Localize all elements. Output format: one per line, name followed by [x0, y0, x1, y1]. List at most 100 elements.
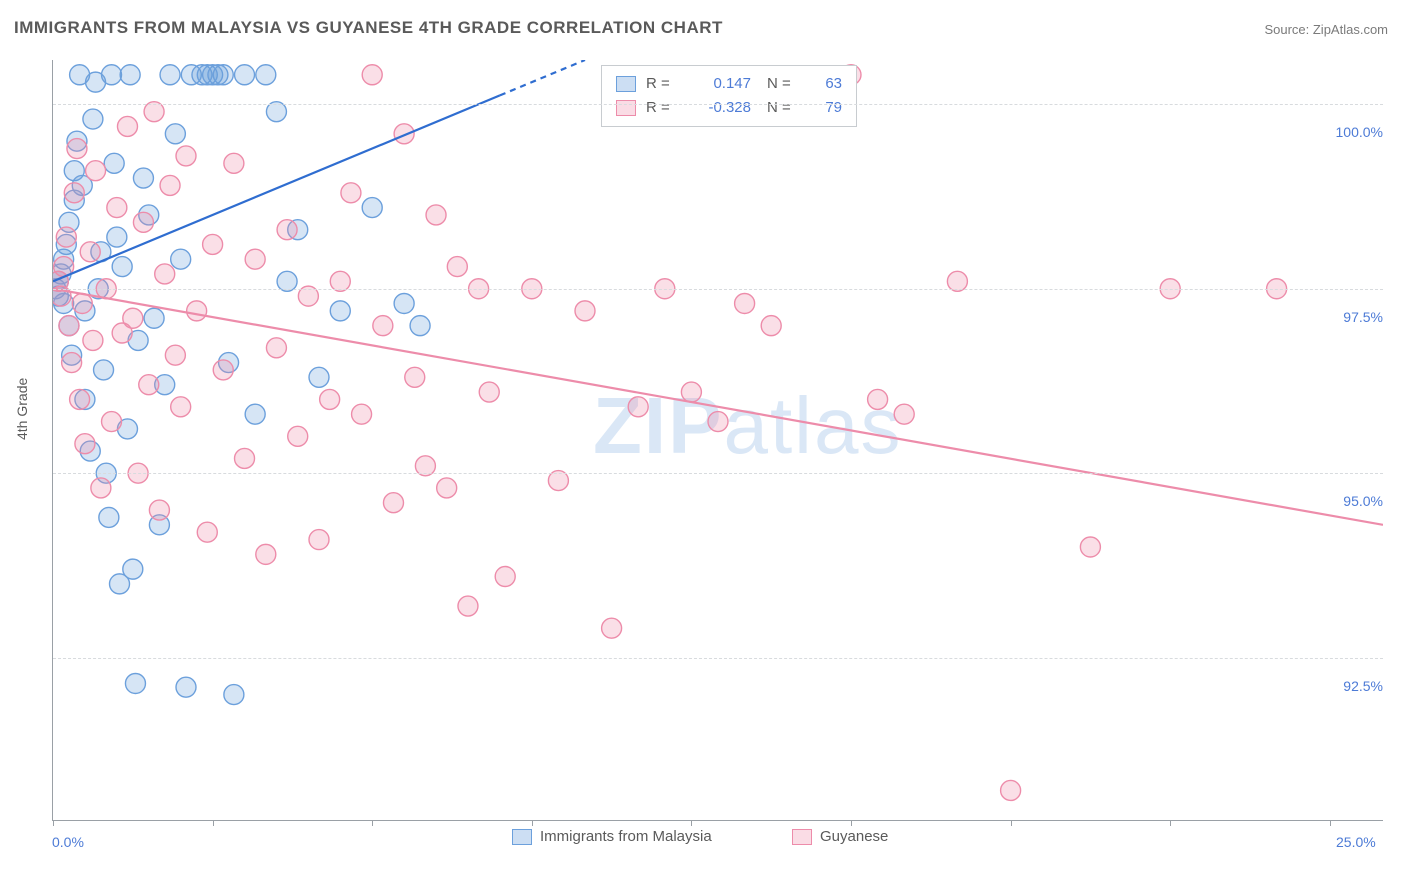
swatch-pink-icon	[616, 100, 636, 116]
n-value-0: 63	[812, 72, 842, 96]
x-tick	[213, 820, 214, 826]
data-point	[72, 293, 92, 313]
chart-svg	[53, 60, 1383, 820]
plot-area: ZIPatlas R = 0.147 N = 63 R = -0.328 N =…	[52, 60, 1383, 821]
data-point	[868, 389, 888, 409]
data-point	[330, 301, 350, 321]
grid-line	[53, 104, 1383, 105]
data-point	[171, 249, 191, 269]
data-point	[277, 220, 297, 240]
grid-line	[53, 289, 1383, 290]
data-point	[91, 478, 111, 498]
data-point	[107, 227, 127, 247]
data-point	[256, 544, 276, 564]
data-point	[224, 685, 244, 705]
data-point	[56, 227, 76, 247]
data-point	[176, 677, 196, 697]
data-point	[83, 330, 103, 350]
data-point	[107, 198, 127, 218]
data-point	[67, 139, 87, 159]
legend-row-series-1: R = -0.328 N = 79	[616, 96, 842, 120]
data-point	[235, 65, 255, 85]
data-point	[352, 404, 372, 424]
data-point	[628, 397, 648, 417]
data-point	[59, 316, 79, 336]
x-tick	[1011, 820, 1012, 826]
x-tick	[691, 820, 692, 826]
trend-line-dashed	[500, 60, 585, 95]
swatch-blue-icon	[616, 76, 636, 92]
data-point	[133, 168, 153, 188]
data-point	[144, 308, 164, 328]
data-point	[761, 316, 781, 336]
n-value-1: 79	[812, 96, 842, 120]
data-point	[362, 65, 382, 85]
data-point	[362, 198, 382, 218]
data-point	[495, 567, 515, 587]
data-point	[99, 507, 119, 527]
x-tick	[851, 820, 852, 826]
data-point	[86, 161, 106, 181]
data-point	[64, 183, 84, 203]
chart-title: IMMIGRANTS FROM MALAYSIA VS GUYANESE 4TH…	[14, 18, 723, 38]
data-point	[447, 257, 467, 277]
series-name-0: Immigrants from Malaysia	[540, 828, 712, 845]
n-label: N =	[767, 96, 802, 120]
data-point	[104, 153, 124, 173]
data-point	[681, 382, 701, 402]
data-point	[256, 65, 276, 85]
data-point	[102, 65, 122, 85]
data-point	[235, 448, 255, 468]
r-label: R =	[646, 96, 681, 120]
data-point	[394, 293, 414, 313]
data-point	[1001, 780, 1021, 800]
data-point	[575, 301, 595, 321]
r-label: R =	[646, 72, 681, 96]
data-point	[139, 375, 159, 395]
data-point	[309, 530, 329, 550]
data-point	[160, 175, 180, 195]
data-point	[426, 205, 446, 225]
data-point	[320, 389, 340, 409]
x-axis-min-label: 0.0%	[52, 834, 84, 850]
data-point	[117, 116, 137, 136]
data-point	[155, 264, 175, 284]
x-tick	[53, 820, 54, 826]
y-tick-label: 100.0%	[1323, 124, 1383, 140]
y-tick-label: 92.5%	[1323, 678, 1383, 694]
x-tick	[532, 820, 533, 826]
data-point	[708, 412, 728, 432]
data-point	[373, 316, 393, 336]
data-point	[165, 345, 185, 365]
data-point	[245, 404, 265, 424]
data-point	[602, 618, 622, 638]
data-point	[160, 65, 180, 85]
series-legend-1: Guyanese	[792, 828, 888, 845]
data-point	[458, 596, 478, 616]
x-tick	[1170, 820, 1171, 826]
data-point	[123, 559, 143, 579]
data-point	[62, 353, 82, 373]
data-point	[94, 360, 114, 380]
data-point	[410, 316, 430, 336]
data-point	[437, 478, 457, 498]
data-point	[120, 65, 140, 85]
x-axis-max-label: 25.0%	[1336, 834, 1376, 850]
y-axis-label: 4th Grade	[14, 378, 30, 440]
data-point	[735, 293, 755, 313]
data-point	[171, 397, 191, 417]
data-point	[479, 382, 499, 402]
data-point	[405, 367, 425, 387]
data-point	[1080, 537, 1100, 557]
x-tick	[1330, 820, 1331, 826]
data-point	[213, 65, 233, 85]
source-label: Source: ZipAtlas.com	[1264, 22, 1388, 37]
data-point	[394, 124, 414, 144]
data-point	[187, 301, 207, 321]
grid-line	[53, 658, 1383, 659]
data-point	[133, 212, 153, 232]
data-point	[383, 493, 403, 513]
data-point	[176, 146, 196, 166]
data-point	[224, 153, 244, 173]
data-point	[83, 109, 103, 129]
